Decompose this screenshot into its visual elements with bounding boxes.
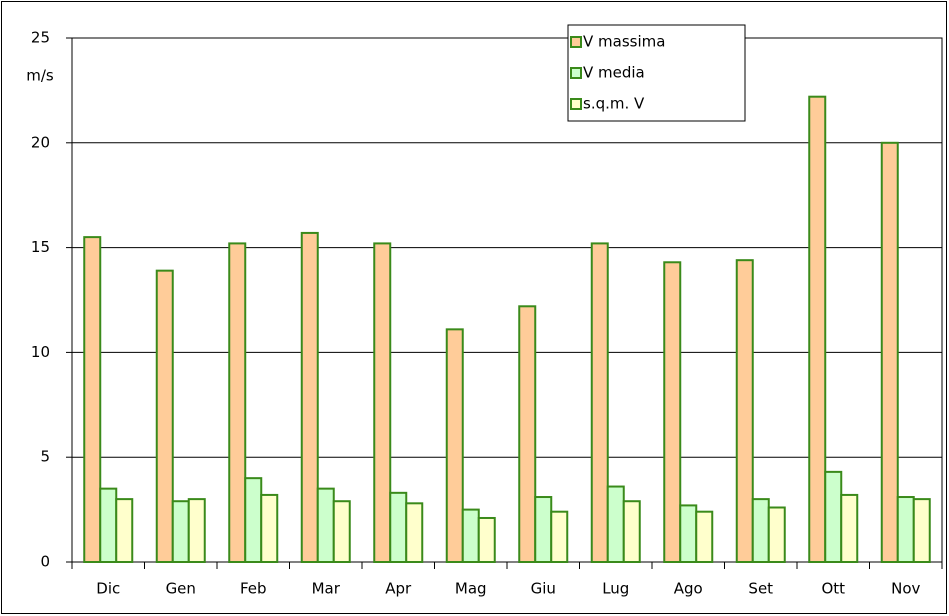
- bar: [679, 504, 698, 563]
- x-tick-label: Giu: [531, 580, 556, 598]
- bar: [187, 498, 206, 563]
- bar: [373, 242, 392, 564]
- bar: [534, 496, 553, 563]
- bar: [332, 500, 351, 564]
- y-axis-label: m/s: [26, 67, 54, 85]
- y-tick-label: 0: [40, 553, 50, 571]
- y-tick-label: 15: [31, 238, 50, 256]
- bar: [896, 496, 915, 563]
- x-tick-label: Mag: [455, 580, 487, 598]
- bar: [405, 502, 424, 564]
- legend-swatch: [570, 36, 582, 48]
- legend-label: V media: [583, 64, 645, 82]
- bar: [912, 498, 931, 563]
- legend-label: V massima: [583, 33, 665, 51]
- bar: [244, 477, 263, 563]
- x-tick-label: Nov: [891, 580, 920, 598]
- x-tick-label: Gen: [166, 580, 196, 598]
- bar: [735, 259, 754, 563]
- x-tick-label: Feb: [240, 580, 267, 598]
- bar: [445, 328, 464, 563]
- bar: [518, 305, 537, 563]
- bar: [99, 487, 118, 564]
- bar: [316, 487, 335, 564]
- bar: [83, 236, 102, 563]
- bar: [606, 485, 625, 564]
- bar: [840, 493, 859, 564]
- legend-label: s.q.m. V: [583, 95, 645, 113]
- bar: [695, 510, 714, 564]
- y-tick-label: 5: [40, 448, 50, 466]
- bar: [260, 493, 279, 564]
- bar: [461, 508, 480, 564]
- bar: [115, 498, 134, 563]
- legend-box: [567, 24, 746, 122]
- bar: [663, 261, 682, 563]
- bar: [550, 510, 569, 564]
- x-tick-label: Ott: [821, 580, 845, 598]
- x-tick-label: Mar: [312, 580, 341, 598]
- x-tick-label: Ago: [674, 580, 703, 598]
- legend-swatch: [570, 67, 582, 79]
- bar: [300, 231, 319, 563]
- y-tick-label: 20: [31, 133, 50, 151]
- bar: [767, 506, 786, 563]
- bar: [824, 470, 843, 564]
- bar: [808, 95, 827, 564]
- bar: [622, 500, 641, 564]
- x-tick-label: Apr: [385, 580, 412, 598]
- bar: [389, 491, 408, 563]
- bar: [751, 498, 770, 563]
- bar: [228, 242, 247, 564]
- bar: [880, 141, 899, 564]
- legend-swatch: [570, 98, 582, 110]
- y-tick-label: 10: [31, 343, 50, 361]
- bar: [477, 516, 496, 564]
- y-tick-label: 25: [31, 29, 50, 47]
- bar: [590, 242, 609, 564]
- x-tick-label: Set: [748, 580, 773, 598]
- bar: [155, 269, 174, 563]
- bar: [171, 500, 190, 564]
- x-tick-label: Lug: [602, 580, 629, 598]
- x-tick-label: Dic: [96, 580, 120, 598]
